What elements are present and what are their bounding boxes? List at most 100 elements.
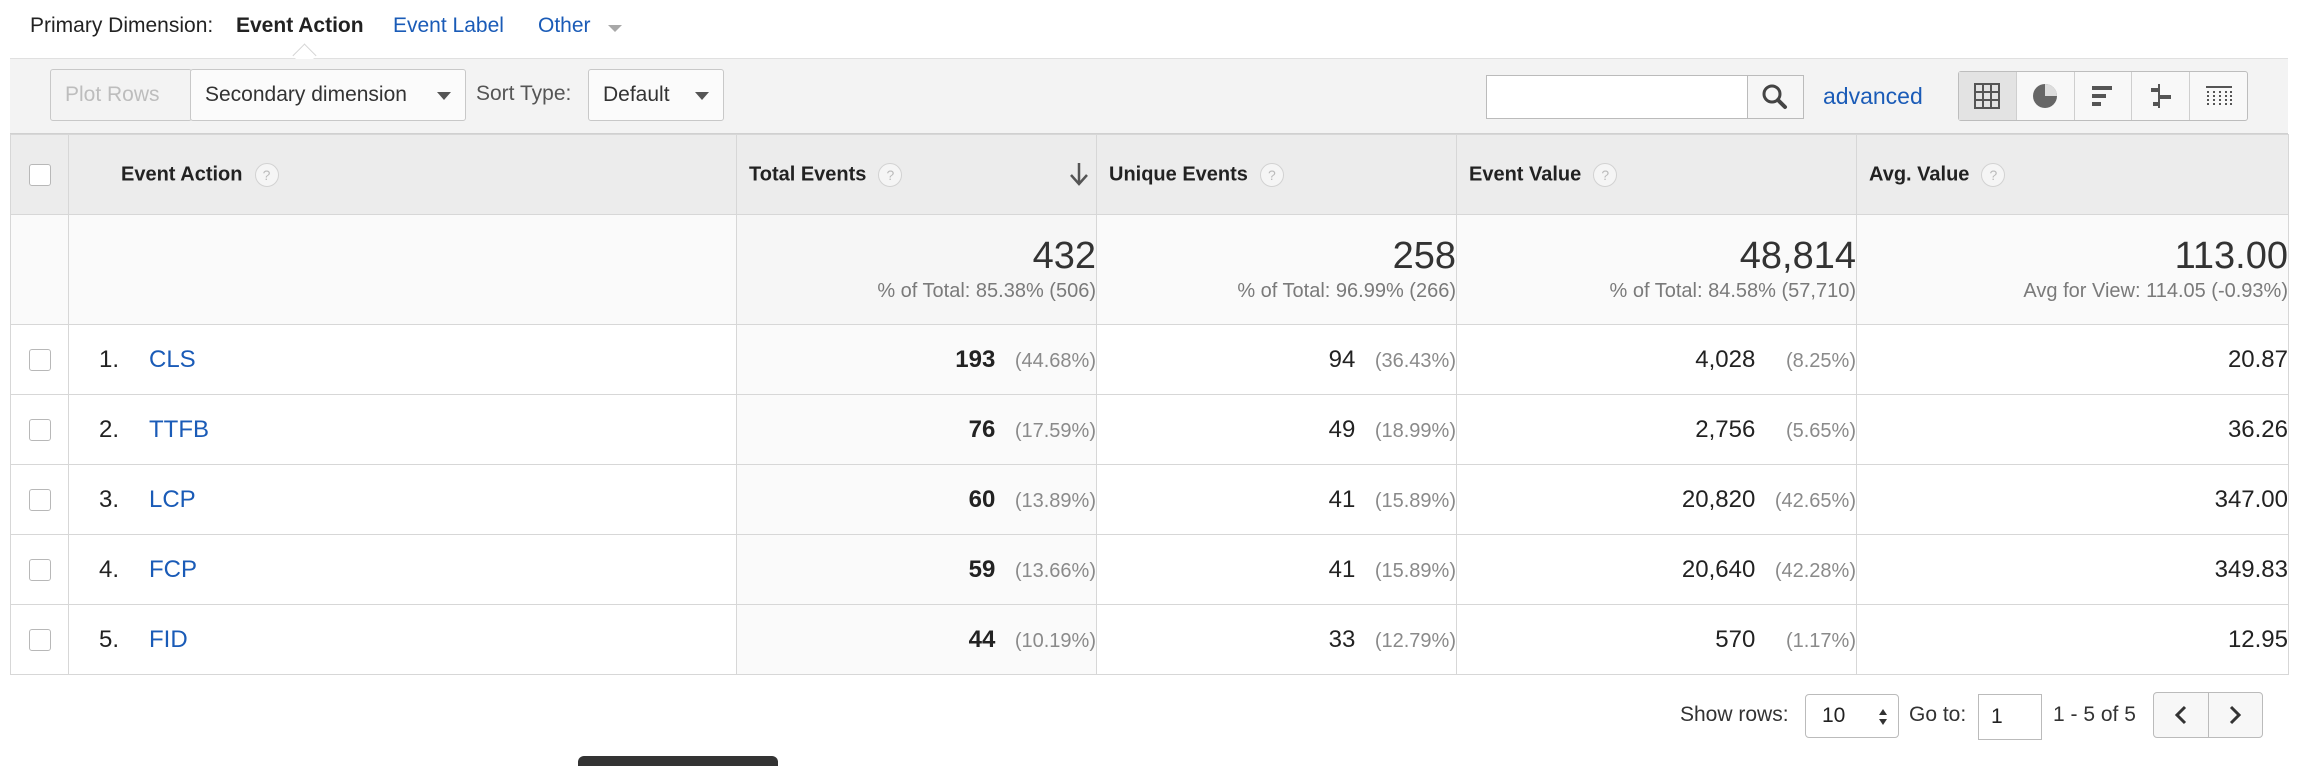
goto-label: Go to: bbox=[1909, 703, 1967, 726]
header-event-value[interactable]: Event Value? bbox=[1456, 134, 1857, 215]
row-checkbox[interactable] bbox=[28, 348, 51, 371]
unique-events-pct: (12.79%) bbox=[1374, 629, 1456, 652]
select-all-cell bbox=[10, 134, 69, 215]
grid-icon bbox=[1974, 83, 2001, 109]
total-events-pct: (13.66%) bbox=[1014, 559, 1096, 582]
row-checkbox[interactable] bbox=[28, 628, 51, 651]
event-action-cell: 1. CLS bbox=[68, 324, 737, 395]
search-input[interactable] bbox=[1486, 75, 1748, 119]
unique-events-total-sub: % of Total: 96.99% (266) bbox=[1237, 280, 1456, 302]
unique-events-cell: 49 (18.99%) bbox=[1096, 394, 1457, 465]
event-action-link[interactable]: CLS bbox=[149, 345, 196, 373]
performance-view-button[interactable] bbox=[2075, 72, 2133, 120]
total-events-cell: 44 (10.19%) bbox=[736, 604, 1097, 675]
chevron-down-icon bbox=[437, 92, 451, 100]
primary-dimension-bar: Primary Dimension: Event Action Event La… bbox=[10, 0, 2288, 68]
event-value-total-value: 48,814 bbox=[1739, 235, 1856, 277]
event-value-value: 570 bbox=[1715, 625, 1756, 653]
chevron-right-icon bbox=[2230, 705, 2242, 725]
unique-events-value: 41 bbox=[1328, 485, 1356, 513]
header-total-events[interactable]: Total Events? bbox=[736, 134, 1097, 215]
avg-value-total: 113.00 Avg for View: 114.05 (-0.93%) bbox=[1856, 214, 2289, 325]
unique-events-total: 258 % of Total: 96.99% (266) bbox=[1096, 214, 1457, 325]
unique-events-pct: (15.89%) bbox=[1374, 489, 1456, 512]
partial-tooltip bbox=[578, 756, 778, 766]
unique-events-pct: (15.89%) bbox=[1374, 559, 1456, 582]
event-action-cell: 2. TTFB bbox=[68, 394, 737, 465]
show-rows-value: 10 bbox=[1822, 704, 1846, 727]
table-view-button[interactable] bbox=[1959, 72, 2017, 120]
secondary-dimension-dropdown[interactable]: Secondary dimension bbox=[190, 69, 466, 121]
unique-events-value: 49 bbox=[1328, 415, 1356, 443]
table-toolbar: Plot Rows Secondary dimension Sort Type:… bbox=[10, 59, 2288, 134]
row-checkbox[interactable] bbox=[28, 488, 51, 511]
show-rows-label: Show rows: bbox=[1680, 703, 1789, 726]
row-checkbox-cell bbox=[10, 534, 69, 605]
table-row: 3. LCP 60 (13.89%) 41 (15.89%) 20,820 (42… bbox=[10, 464, 2289, 535]
dimension-event-label[interactable]: Event Label bbox=[393, 14, 504, 37]
total-events-cell: 59 (13.66%) bbox=[736, 534, 1097, 605]
header-event-value-label: Event Value bbox=[1469, 162, 1582, 185]
event-action-link[interactable]: TTFB bbox=[149, 415, 209, 443]
unique-events-pct: (18.99%) bbox=[1374, 419, 1456, 442]
event-action-link[interactable]: LCP bbox=[149, 485, 196, 513]
row-index: 4. bbox=[98, 555, 119, 583]
event-action-cell: 4. FCP bbox=[68, 534, 737, 605]
avg-value-cell: 347.00 bbox=[1856, 464, 2289, 535]
header-unique-events[interactable]: Unique Events? bbox=[1096, 134, 1457, 215]
event-value-cell: 20,820 (42.65%) bbox=[1456, 464, 1857, 535]
dimension-other[interactable]: Other bbox=[538, 14, 591, 37]
help-icon[interactable]: ? bbox=[1593, 162, 1618, 187]
header-total-events-label: Total Events bbox=[749, 162, 867, 185]
table-row: 5. FID 44 (10.19%) 33 (12.79%) 570 (1.17%… bbox=[10, 604, 2289, 675]
unique-events-value: 33 bbox=[1328, 625, 1356, 653]
search-button[interactable] bbox=[1748, 75, 1804, 119]
show-rows-select[interactable]: 10 bbox=[1805, 694, 1899, 738]
row-checkbox[interactable] bbox=[28, 418, 51, 441]
goto-page-input[interactable]: 1 bbox=[1978, 694, 2042, 740]
avg-value-total-value: 113.00 bbox=[2174, 235, 2288, 277]
total-events-value: 193 bbox=[955, 345, 996, 373]
help-icon[interactable]: ? bbox=[878, 162, 903, 187]
row-index: 5. bbox=[98, 625, 119, 653]
event-value-pct: (42.65%) bbox=[1774, 489, 1856, 512]
total-events-total-value: 432 bbox=[1032, 235, 1096, 277]
avg-value-cell: 12.95 bbox=[1856, 604, 2289, 675]
unique-events-cell: 41 (15.89%) bbox=[1096, 534, 1457, 605]
sort-descending-icon[interactable] bbox=[1068, 161, 1090, 187]
header-event-action[interactable]: Event Action? bbox=[68, 134, 737, 215]
chevron-down-icon[interactable] bbox=[608, 25, 622, 32]
row-index: 2. bbox=[98, 415, 119, 443]
row-checkbox-cell bbox=[10, 394, 69, 465]
totals-empty-cell bbox=[68, 214, 737, 325]
event-action-cell: 5. FID bbox=[68, 604, 737, 675]
comparison-view-button[interactable] bbox=[2132, 72, 2191, 120]
plot-rows-button[interactable]: Plot Rows bbox=[50, 69, 192, 121]
help-icon[interactable]: ? bbox=[1981, 162, 2006, 187]
row-index: 1. bbox=[98, 345, 119, 373]
pagination-range: 1 - 5 of 5 bbox=[2053, 703, 2136, 726]
row-checkbox[interactable] bbox=[28, 558, 51, 581]
total-events-pct: (17.59%) bbox=[1014, 419, 1096, 442]
visualization-switcher bbox=[1958, 71, 2248, 121]
stepper-arrows-icon bbox=[1879, 709, 1887, 725]
select-all-checkbox[interactable] bbox=[28, 163, 51, 186]
row-checkbox-cell bbox=[10, 324, 69, 395]
pie-view-button[interactable] bbox=[2017, 72, 2075, 120]
prev-page-button[interactable] bbox=[2154, 693, 2209, 737]
unique-events-pct: (36.43%) bbox=[1374, 349, 1456, 372]
header-avg-value[interactable]: Avg. Value? bbox=[1856, 134, 2289, 215]
event-value-cell: 20,640 (42.28%) bbox=[1456, 534, 1857, 605]
dimension-event-action[interactable]: Event Action bbox=[236, 14, 364, 37]
help-icon[interactable]: ? bbox=[254, 162, 279, 187]
total-events-value: 59 bbox=[968, 555, 996, 583]
next-page-button[interactable] bbox=[2209, 693, 2263, 737]
secondary-dimension-label: Secondary dimension bbox=[205, 83, 407, 106]
event-action-link[interactable]: FID bbox=[149, 625, 188, 653]
help-icon[interactable]: ? bbox=[1259, 162, 1284, 187]
advanced-filter-link[interactable]: advanced bbox=[1823, 83, 1923, 109]
header-avg-value-label: Avg. Value bbox=[1869, 162, 1970, 185]
sort-type-dropdown[interactable]: Default bbox=[588, 69, 724, 121]
event-action-link[interactable]: FCP bbox=[149, 555, 197, 583]
pivot-view-button[interactable] bbox=[2190, 72, 2247, 120]
